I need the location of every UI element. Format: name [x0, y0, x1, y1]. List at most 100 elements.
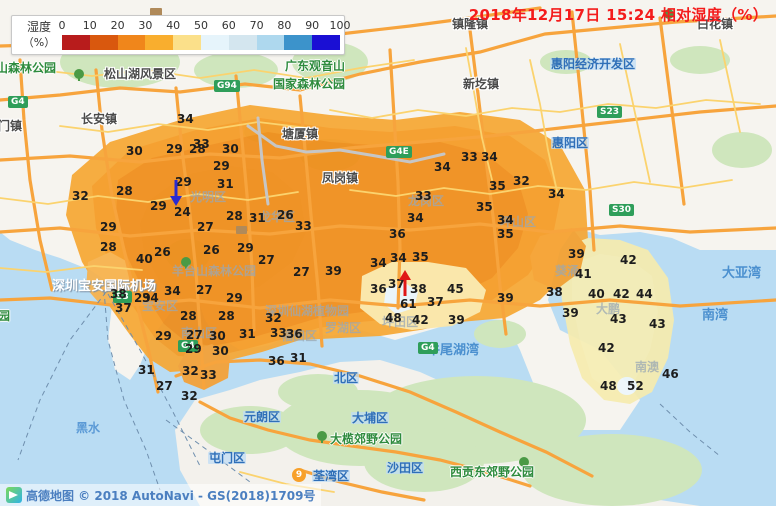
humidity-value: 38 — [546, 285, 563, 299]
place-label: 南山区 — [181, 326, 218, 340]
humidity-value: 31 — [239, 327, 256, 341]
humidity-value: 35 — [412, 250, 429, 264]
humidity-value: 34 — [497, 213, 514, 227]
place-label: 广东观音山 — [285, 59, 346, 73]
humidity-value: 52 — [627, 379, 644, 393]
humidity-value: 31 — [138, 363, 155, 377]
humidity-value: 35 — [489, 179, 506, 193]
legend-tick-40: 40 — [166, 19, 181, 32]
humidity-value: 29 — [213, 159, 230, 173]
humidity-value: 34 — [434, 160, 451, 174]
legend-swatch-0 — [62, 35, 90, 50]
legend-swatch-6 — [228, 35, 257, 50]
place-label: 西贡东郊野公园 — [450, 465, 535, 479]
humidity-value: 61 — [400, 297, 417, 311]
highway-shield: G94 — [214, 80, 240, 92]
humidity-value: 28 — [180, 309, 197, 323]
humidity-value: 28 — [226, 209, 243, 223]
humidity-value: 29 — [134, 291, 151, 305]
humidity-value: 39 — [448, 313, 465, 327]
humidity-value: 32 — [181, 389, 198, 403]
place-label: 新圪镇 — [463, 77, 500, 91]
humidity-value: 43 — [649, 317, 666, 331]
place-label: 深圳宝安国际机场 — [52, 279, 157, 294]
humidity-value: 42 — [598, 341, 615, 355]
humidity-value: 29 — [155, 329, 172, 343]
legend-unit: （%） — [22, 36, 56, 49]
humidity-value: 43 — [610, 312, 627, 326]
humidity-value: 30 — [222, 142, 239, 156]
humidity-value: 39 — [497, 291, 514, 305]
legend-tick-90: 90 — [305, 19, 320, 32]
humidity-value: 26 — [154, 245, 171, 259]
place-label: 北区 — [333, 371, 360, 385]
humidity-value: 31 — [290, 351, 307, 365]
humidity-value: 28 — [100, 240, 117, 254]
humidity-value: 32 — [513, 174, 530, 188]
place-label: 黑水 — [76, 421, 101, 435]
place-label: 福田区 — [281, 329, 318, 343]
place-label: 凤岗镇 — [322, 171, 359, 185]
humidity-value: 46 — [662, 367, 679, 381]
humidity-value: 36 — [286, 327, 303, 341]
place-label: 宝安区 — [142, 299, 179, 313]
humidity-value: 29 — [175, 175, 192, 189]
legend-swatch-5 — [200, 35, 229, 50]
humidity-value: 26 — [277, 208, 294, 222]
highway-shield: S3 — [113, 291, 132, 303]
highway-shield: S30 — [609, 204, 635, 216]
humidity-value: 27 — [186, 328, 203, 342]
humidity-value: 36 — [268, 354, 285, 368]
legend-swatch-1 — [89, 35, 118, 50]
place-label: 坪山区 — [500, 215, 537, 229]
humidity-value: 26 — [203, 243, 220, 257]
attribution-text: 高德地图 © 2018 AutoNavi - GS(2018)1709号 — [26, 488, 316, 503]
humidity-value: 30 — [209, 329, 226, 343]
humidity-value: 37 — [388, 277, 405, 291]
humidity-value: 32 — [182, 364, 199, 378]
amap-logo-icon — [6, 487, 22, 503]
humidity-value: 27 — [293, 265, 310, 279]
highway-shield: G4 — [418, 342, 438, 354]
humidity-value: 34 — [370, 256, 387, 270]
map-attribution: 高德地图 © 2018 AutoNavi - GS(2018)1709号 — [0, 484, 322, 506]
legend-swatch-4 — [173, 35, 201, 50]
humidity-value: 34 — [142, 291, 159, 305]
place-label: 白花镇 — [697, 17, 734, 31]
humidity-value: 36 — [389, 227, 406, 241]
humidity-value: 35 — [476, 200, 493, 214]
legend-tick-10: 10 — [82, 19, 97, 32]
place-label: 惠阳经济开发区 — [550, 57, 637, 71]
humidity-value: 38 — [410, 282, 427, 296]
humidity-value: 34 — [548, 187, 565, 201]
humidity-value: 30 — [126, 144, 143, 158]
humidity-value: 33 — [461, 150, 478, 164]
place-label: 荃湾区 — [312, 469, 351, 483]
humidity-value: 33 — [415, 189, 432, 203]
humidity-value: 32 — [265, 311, 282, 325]
place-label: 门镇 — [0, 119, 23, 133]
humidity-value: 34 — [177, 112, 194, 126]
humidity-value: 34 — [390, 251, 407, 265]
highway-shield: S23 — [597, 106, 623, 118]
place-label: 镇隆镇 — [452, 17, 489, 31]
place-label: 深圳仙湖植物园 — [265, 304, 350, 318]
legend-swatch-7 — [256, 35, 285, 50]
humidity-value: 45 — [447, 282, 464, 296]
humidity-value: 28 — [218, 309, 235, 323]
place-label: 惠阳区 — [551, 136, 590, 150]
legend-tick-70: 70 — [249, 19, 264, 32]
place-label: 龙岗区 — [408, 194, 445, 208]
place-label: 南澳 — [635, 360, 660, 374]
humidity-value: 48 — [385, 311, 402, 325]
humidity-value: 48 — [600, 379, 617, 393]
humidity-value: 29 — [166, 142, 183, 156]
legend-swatch-2 — [117, 35, 146, 50]
station-arrow-down-icon — [170, 180, 182, 206]
place-label: 龙华区 — [259, 210, 296, 224]
humidity-value: 42 — [613, 287, 630, 301]
humidity-value: 36 — [370, 282, 387, 296]
